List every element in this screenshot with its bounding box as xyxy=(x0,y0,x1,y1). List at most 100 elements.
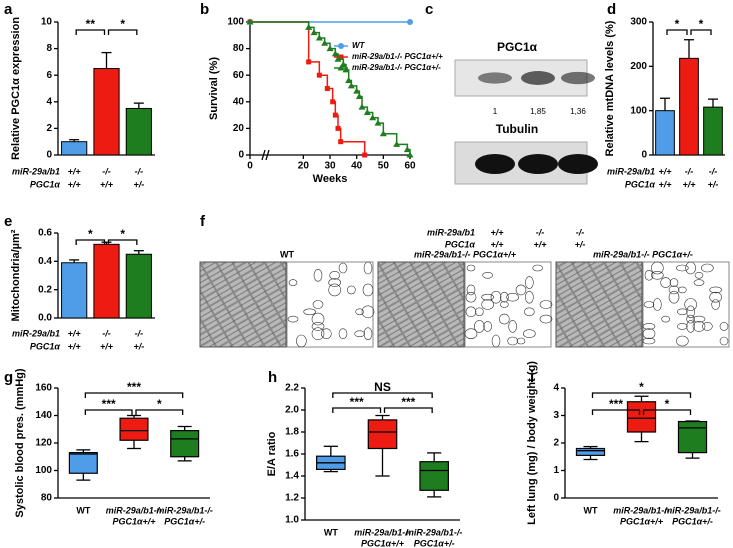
significance-bracket xyxy=(75,29,106,35)
x-tick-label: 40 xyxy=(351,161,363,172)
box xyxy=(68,452,98,474)
y-tick-label: 1.0 xyxy=(285,515,299,526)
tracing-outline xyxy=(328,278,341,287)
x-tick-label: miR-29a/b1-/- xyxy=(613,505,670,515)
tracing-outline xyxy=(321,328,332,340)
marker xyxy=(338,139,344,145)
significance-label: * xyxy=(699,17,704,31)
marker xyxy=(324,86,330,91)
marker xyxy=(403,146,411,153)
tracing-outline xyxy=(347,285,356,295)
x-tick-label: 50 xyxy=(378,161,390,172)
significance-bracket xyxy=(666,29,688,35)
panel-letter: e xyxy=(4,213,12,230)
y-axis-label: Mitochondria/µm² xyxy=(10,229,22,321)
bar xyxy=(61,262,88,319)
genotype-value: +/+ xyxy=(100,179,114,189)
tracing-outline xyxy=(701,263,714,273)
marker xyxy=(338,43,344,49)
x-tick-label: PGC1α+/- xyxy=(672,516,713,526)
marker xyxy=(355,92,363,99)
y-tick-label: 100 xyxy=(630,105,647,116)
tracing-outline xyxy=(709,286,722,294)
x-tick-label: 0 xyxy=(247,161,253,172)
tracing-outline xyxy=(363,327,373,341)
tracing-outline xyxy=(532,264,543,272)
x-tick-label: miR-29a/b1-/- xyxy=(406,527,463,537)
tracing-outline xyxy=(525,276,534,289)
tracing-outline xyxy=(296,334,307,348)
tracing-outline xyxy=(668,285,680,295)
legend-label: miR-29a/b1-/- PGC1α+/- xyxy=(352,63,441,72)
y-tick-label: 0 xyxy=(553,493,559,504)
micrograph xyxy=(199,261,287,348)
marker xyxy=(315,34,323,41)
marker xyxy=(393,140,401,147)
significance-label: *** xyxy=(102,397,116,411)
tracing-outline xyxy=(685,261,696,275)
tracing-outline xyxy=(692,315,706,323)
marker xyxy=(326,45,334,52)
tracing-outline xyxy=(329,270,340,280)
bar xyxy=(61,141,88,156)
genotype-value: -/- xyxy=(576,227,585,237)
significance-bracket xyxy=(84,392,184,398)
x-tick-label: 60 xyxy=(404,161,416,172)
blot-title: PGC1α xyxy=(497,40,538,54)
bar xyxy=(93,243,120,319)
panel-title: miR-29a/b1-/- PGC1α+/- xyxy=(593,249,693,259)
y-tick-label: 160 xyxy=(35,383,52,394)
step-line xyxy=(250,21,411,155)
tracing-outline xyxy=(661,315,670,323)
y-tick-label: 0.2 xyxy=(38,284,52,295)
bar xyxy=(655,110,675,156)
x-tick-label: WT xyxy=(584,505,598,515)
significance-bracket xyxy=(107,29,138,35)
tracing xyxy=(464,261,552,348)
significance-bracket xyxy=(332,407,382,413)
tracing-outline xyxy=(465,291,477,303)
y-tick-label: 1 xyxy=(553,465,559,476)
band xyxy=(475,154,515,174)
genotype-value: -/- xyxy=(102,166,111,176)
genotype-value: -/- xyxy=(685,166,694,176)
marker xyxy=(374,119,382,126)
tracing-outline xyxy=(686,314,695,324)
significance-label: *** xyxy=(401,395,415,409)
box xyxy=(119,417,149,441)
panel-letter: c xyxy=(425,1,433,18)
tracing-outline xyxy=(686,320,695,333)
marker xyxy=(321,39,329,46)
y-tick-label: 2.0 xyxy=(285,405,299,416)
y-tick-label: 0 xyxy=(641,150,647,161)
significance-label: * xyxy=(675,17,680,31)
y-tick-label: 120 xyxy=(35,438,52,449)
genotype-value: +/- xyxy=(708,179,719,189)
genotype-value: +/+ xyxy=(100,341,114,351)
tracing-outline xyxy=(693,279,705,286)
marker xyxy=(310,29,318,36)
tracing-outline xyxy=(539,300,553,309)
axis-break xyxy=(261,149,270,161)
micrograph xyxy=(555,261,643,348)
y-axis-label: Relative mtDNA levels (%) xyxy=(604,20,616,156)
tracing-outline xyxy=(311,327,325,341)
genotype-value: +/- xyxy=(575,239,586,249)
significance-label: * xyxy=(88,227,93,241)
y-axis-label: Systolic blood pres. (mmHg) xyxy=(14,368,26,517)
box xyxy=(419,461,449,491)
tracing-outline xyxy=(499,313,510,325)
y-tick-label: 2 xyxy=(46,123,52,134)
tracing-outline xyxy=(491,334,501,348)
step-line xyxy=(250,21,366,155)
y-tick-label: 40 xyxy=(233,96,245,107)
genotype-label: PGC1α xyxy=(625,179,656,189)
genotype-value: -/- xyxy=(135,328,144,338)
tracing-outline xyxy=(642,323,656,330)
bar xyxy=(125,107,152,156)
marker xyxy=(379,130,387,137)
tracing-outline xyxy=(464,328,478,340)
tracing-outline xyxy=(515,284,527,296)
panel-letter: i xyxy=(530,369,534,386)
y-tick-label: 0 xyxy=(46,150,52,161)
